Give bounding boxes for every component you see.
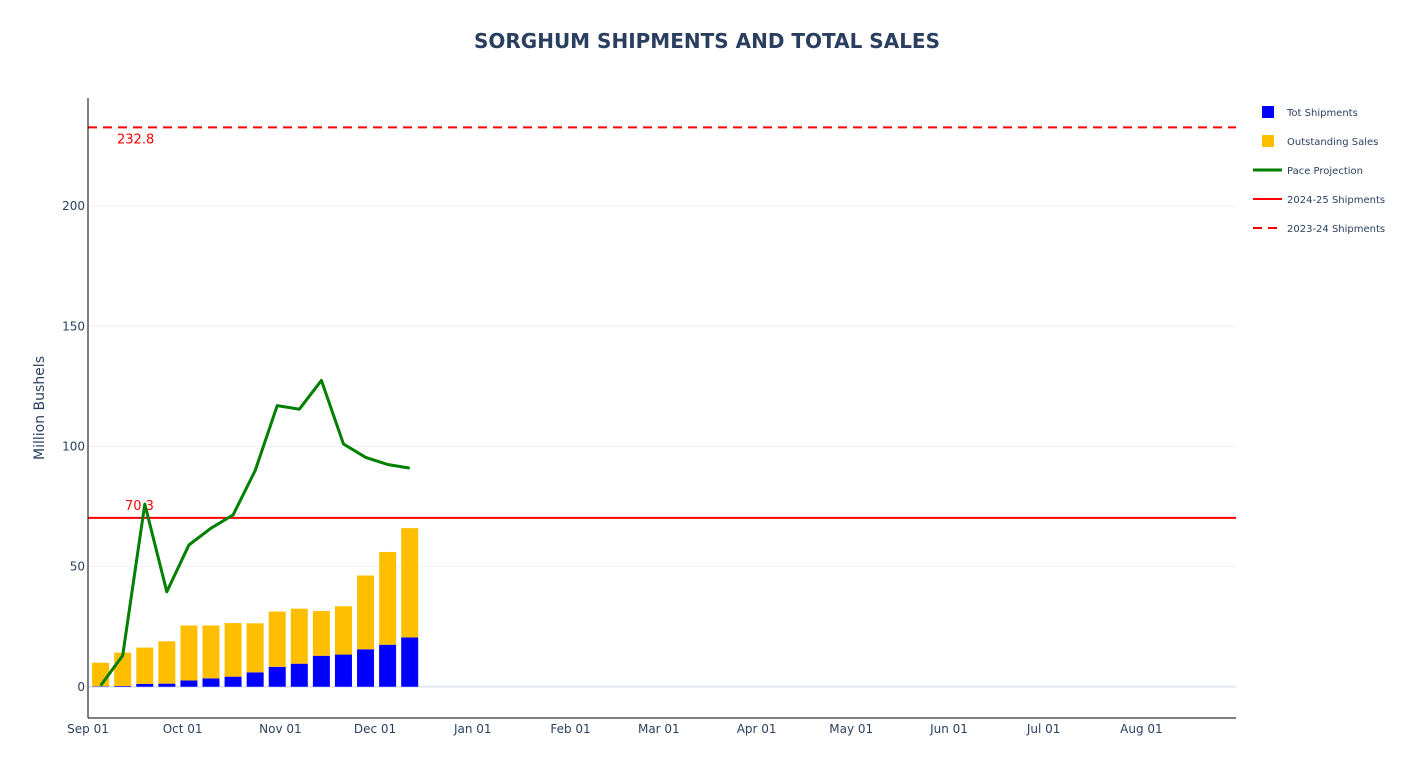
annotation-2023-24: 232.8 bbox=[117, 132, 154, 147]
outstanding-sales-bar bbox=[246, 623, 264, 673]
y-tick-label: 150 bbox=[62, 319, 85, 333]
outstanding-sales-bar bbox=[180, 625, 198, 681]
shipments-bar bbox=[114, 686, 132, 687]
x-tick-label: Dec 01 bbox=[354, 722, 396, 736]
x-tick-label: Jun 01 bbox=[929, 722, 968, 736]
outstanding-sales-bar bbox=[158, 641, 176, 684]
shipments-bar bbox=[202, 678, 220, 687]
outstanding-sales-bar bbox=[312, 611, 330, 656]
shipments-bar bbox=[158, 683, 176, 687]
x-tick-label: Jan 01 bbox=[453, 722, 492, 736]
x-tick-label: Aug 01 bbox=[1120, 722, 1163, 736]
x-tick-label: Oct 01 bbox=[163, 722, 203, 736]
outstanding-sales-bar bbox=[401, 528, 419, 638]
legend-label-tot-shipments: Tot Shipments bbox=[1286, 108, 1358, 119]
outstanding-sales-bar bbox=[224, 623, 242, 677]
x-tick-label: Mar 01 bbox=[638, 722, 680, 736]
annotation-2024-25: 70.3 bbox=[125, 499, 154, 514]
outstanding-sales-bar bbox=[202, 625, 220, 679]
outstanding-sales-bar bbox=[379, 551, 397, 645]
legend-label-outstanding-sales: Outstanding Sales bbox=[1287, 137, 1378, 148]
shipments-bar bbox=[180, 680, 198, 687]
shipments-bar bbox=[379, 644, 397, 687]
line-layer bbox=[99, 378, 410, 687]
shipments-bar bbox=[246, 672, 264, 687]
x-tick-label: Nov 01 bbox=[259, 722, 302, 736]
legend-label-2023-24-shipments: 2023-24 Shipments bbox=[1287, 224, 1385, 235]
shipments-bar bbox=[334, 654, 352, 687]
bar-layer bbox=[92, 528, 419, 687]
legend-label-pace-projection: Pace Projection bbox=[1287, 166, 1363, 177]
legend-swatch-outstanding-sales bbox=[1262, 135, 1274, 147]
chart-title: SORGHUM SHIPMENTS AND TOTAL SALES bbox=[474, 29, 940, 53]
y-tick-label: 0 bbox=[77, 680, 85, 694]
outstanding-sales-bar bbox=[290, 608, 308, 664]
grid-layer bbox=[88, 205, 1236, 688]
axis-layer: 0 50 100 150 200 Sep 01 Oct 01 Nov 01 Dec 01 Jan … bbox=[62, 98, 1236, 736]
y-tick-label: 200 bbox=[62, 199, 85, 213]
shipments-bar bbox=[224, 676, 242, 687]
legend-label-2024-25-shipments: 2024-25 Shipments bbox=[1287, 195, 1385, 206]
shipments-bar bbox=[136, 683, 154, 687]
y-tick-label: 50 bbox=[70, 560, 85, 574]
shipments-bar bbox=[312, 655, 330, 687]
shipments-bar bbox=[290, 663, 308, 687]
legend-swatch-tot-shipments bbox=[1262, 106, 1274, 118]
outstanding-sales-bar bbox=[92, 662, 110, 687]
outstanding-sales-bar bbox=[334, 606, 352, 655]
outstanding-sales-bar bbox=[136, 647, 154, 684]
shipments-bar bbox=[268, 666, 286, 687]
x-tick-label: Apr 01 bbox=[737, 722, 777, 736]
legend: Tot Shipments Outstanding Sales Pace Proje… bbox=[1253, 106, 1385, 235]
outstanding-sales-bar bbox=[357, 575, 375, 650]
shipments-bar bbox=[357, 649, 375, 687]
x-tick-label: May 01 bbox=[829, 722, 873, 736]
x-tick-label: Sep 01 bbox=[67, 722, 109, 736]
y-axis-label: Million Bushels bbox=[32, 356, 48, 460]
outstanding-sales-bar bbox=[268, 611, 286, 667]
y-tick-label: 100 bbox=[62, 439, 85, 453]
pace-projection-line bbox=[99, 378, 410, 687]
x-tick-label: Feb 01 bbox=[550, 722, 590, 736]
shipments-bar bbox=[401, 637, 419, 687]
x-tick-label: Jul 01 bbox=[1026, 722, 1061, 736]
